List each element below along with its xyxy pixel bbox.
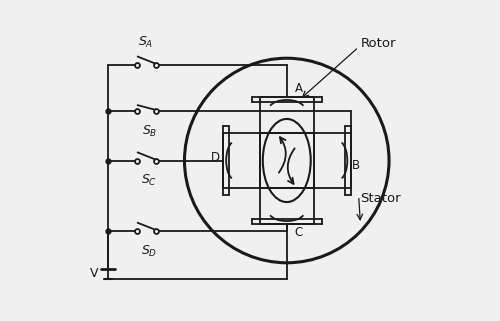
Text: $S_C$: $S_C$ [142, 173, 158, 188]
Text: D: D [210, 151, 220, 164]
Text: Rotor: Rotor [360, 37, 396, 50]
Text: $S_A$: $S_A$ [138, 35, 154, 50]
Text: V: V [90, 267, 99, 281]
Text: B: B [352, 159, 360, 172]
Text: $S_B$: $S_B$ [142, 124, 157, 139]
Text: C: C [294, 226, 303, 239]
Text: Stator: Stator [360, 192, 401, 205]
Text: A: A [294, 82, 302, 95]
Text: $S_D$: $S_D$ [141, 244, 158, 259]
